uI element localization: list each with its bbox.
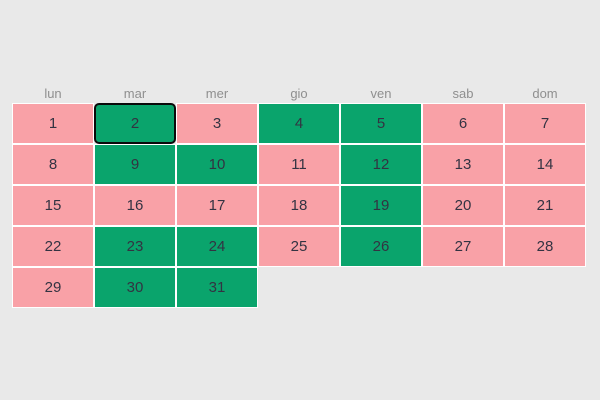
day-number: 22 xyxy=(44,238,62,255)
weekday-label-mer: mer xyxy=(205,86,229,101)
weekday-label-dom: dom xyxy=(532,86,558,101)
days-grid: 1 2 3 4 5 6 7 8 9 10 11 12 13 14 15 16 17 18 19 20 21 22 23 24 2… xyxy=(12,103,586,308)
day-number: 8 xyxy=(48,156,58,173)
day-number: 1 xyxy=(48,115,58,132)
day-cell-10[interactable]: 10 xyxy=(176,144,258,185)
day-cell-3[interactable]: 3 xyxy=(176,103,258,144)
day-cell-18[interactable]: 18 xyxy=(258,185,340,226)
day-cell-9[interactable]: 9 xyxy=(94,144,176,185)
day-cell-22[interactable]: 22 xyxy=(12,226,94,267)
day-cell-14[interactable]: 14 xyxy=(504,144,586,185)
day-number: 13 xyxy=(454,156,472,173)
day-cell-29[interactable]: 29 xyxy=(12,267,94,308)
day-number: 14 xyxy=(536,156,554,173)
weekday-label-ven: ven xyxy=(370,86,392,101)
day-cell-21[interactable]: 21 xyxy=(504,185,586,226)
day-cell-13[interactable]: 13 xyxy=(422,144,504,185)
day-cell-20[interactable]: 20 xyxy=(422,185,504,226)
day-number: 16 xyxy=(126,197,144,214)
day-cell-6[interactable]: 6 xyxy=(422,103,504,144)
day-cell-11[interactable]: 11 xyxy=(258,144,340,185)
day-number: 19 xyxy=(372,197,390,214)
day-cell-12[interactable]: 12 xyxy=(340,144,422,185)
day-cell-4[interactable]: 4 xyxy=(258,103,340,144)
day-number: 9 xyxy=(130,156,140,173)
weekday-label-gio: gio xyxy=(290,86,308,101)
month-calendar: lun mar mer gio ven sab dom 1 2 3 4 5 6 7 8 9 10 11 12 13 1… xyxy=(12,84,586,308)
day-number: 5 xyxy=(376,115,386,132)
day-number: 6 xyxy=(458,115,468,132)
day-cell-30[interactable]: 30 xyxy=(94,267,176,308)
day-cell-27[interactable]: 27 xyxy=(422,226,504,267)
day-number: 29 xyxy=(44,279,62,296)
day-number: 4 xyxy=(294,115,304,132)
day-number: 3 xyxy=(212,115,222,132)
weekday-label-lun: lun xyxy=(44,86,62,101)
day-number: 25 xyxy=(290,238,308,255)
weekday-label-sab: sab xyxy=(452,86,474,101)
day-cell-19[interactable]: 19 xyxy=(340,185,422,226)
day-number: 15 xyxy=(44,197,62,214)
day-number: 23 xyxy=(126,238,144,255)
day-cell-16[interactable]: 16 xyxy=(94,185,176,226)
day-cell-8[interactable]: 8 xyxy=(12,144,94,185)
day-number: 18 xyxy=(290,197,308,214)
day-number: 27 xyxy=(454,238,472,255)
day-cell-23[interactable]: 23 xyxy=(94,226,176,267)
day-cell-31[interactable]: 31 xyxy=(176,267,258,308)
day-cell-2-selected[interactable]: 2 xyxy=(94,103,176,144)
day-number: 20 xyxy=(454,197,472,214)
day-number: 21 xyxy=(536,197,554,214)
day-cell-5[interactable]: 5 xyxy=(340,103,422,144)
day-number: 26 xyxy=(372,238,390,255)
day-number: 12 xyxy=(372,156,390,173)
weekday-header-row: lun mar mer gio ven sab dom xyxy=(12,84,586,103)
day-number: 2 xyxy=(130,115,140,132)
day-number: 11 xyxy=(291,156,307,173)
day-number: 10 xyxy=(208,156,226,173)
day-number: 7 xyxy=(540,115,550,132)
day-cell-28[interactable]: 28 xyxy=(504,226,586,267)
weekday-label-mar: mar xyxy=(123,86,147,101)
day-number: 24 xyxy=(208,238,226,255)
day-cell-1[interactable]: 1 xyxy=(12,103,94,144)
day-cell-7[interactable]: 7 xyxy=(504,103,586,144)
day-cell-25[interactable]: 25 xyxy=(258,226,340,267)
day-cell-15[interactable]: 15 xyxy=(12,185,94,226)
day-number: 17 xyxy=(208,197,226,214)
day-number: 31 xyxy=(208,279,226,296)
day-number: 30 xyxy=(126,279,144,296)
day-cell-26[interactable]: 26 xyxy=(340,226,422,267)
day-number: 28 xyxy=(536,238,554,255)
day-cell-17[interactable]: 17 xyxy=(176,185,258,226)
day-cell-24[interactable]: 24 xyxy=(176,226,258,267)
